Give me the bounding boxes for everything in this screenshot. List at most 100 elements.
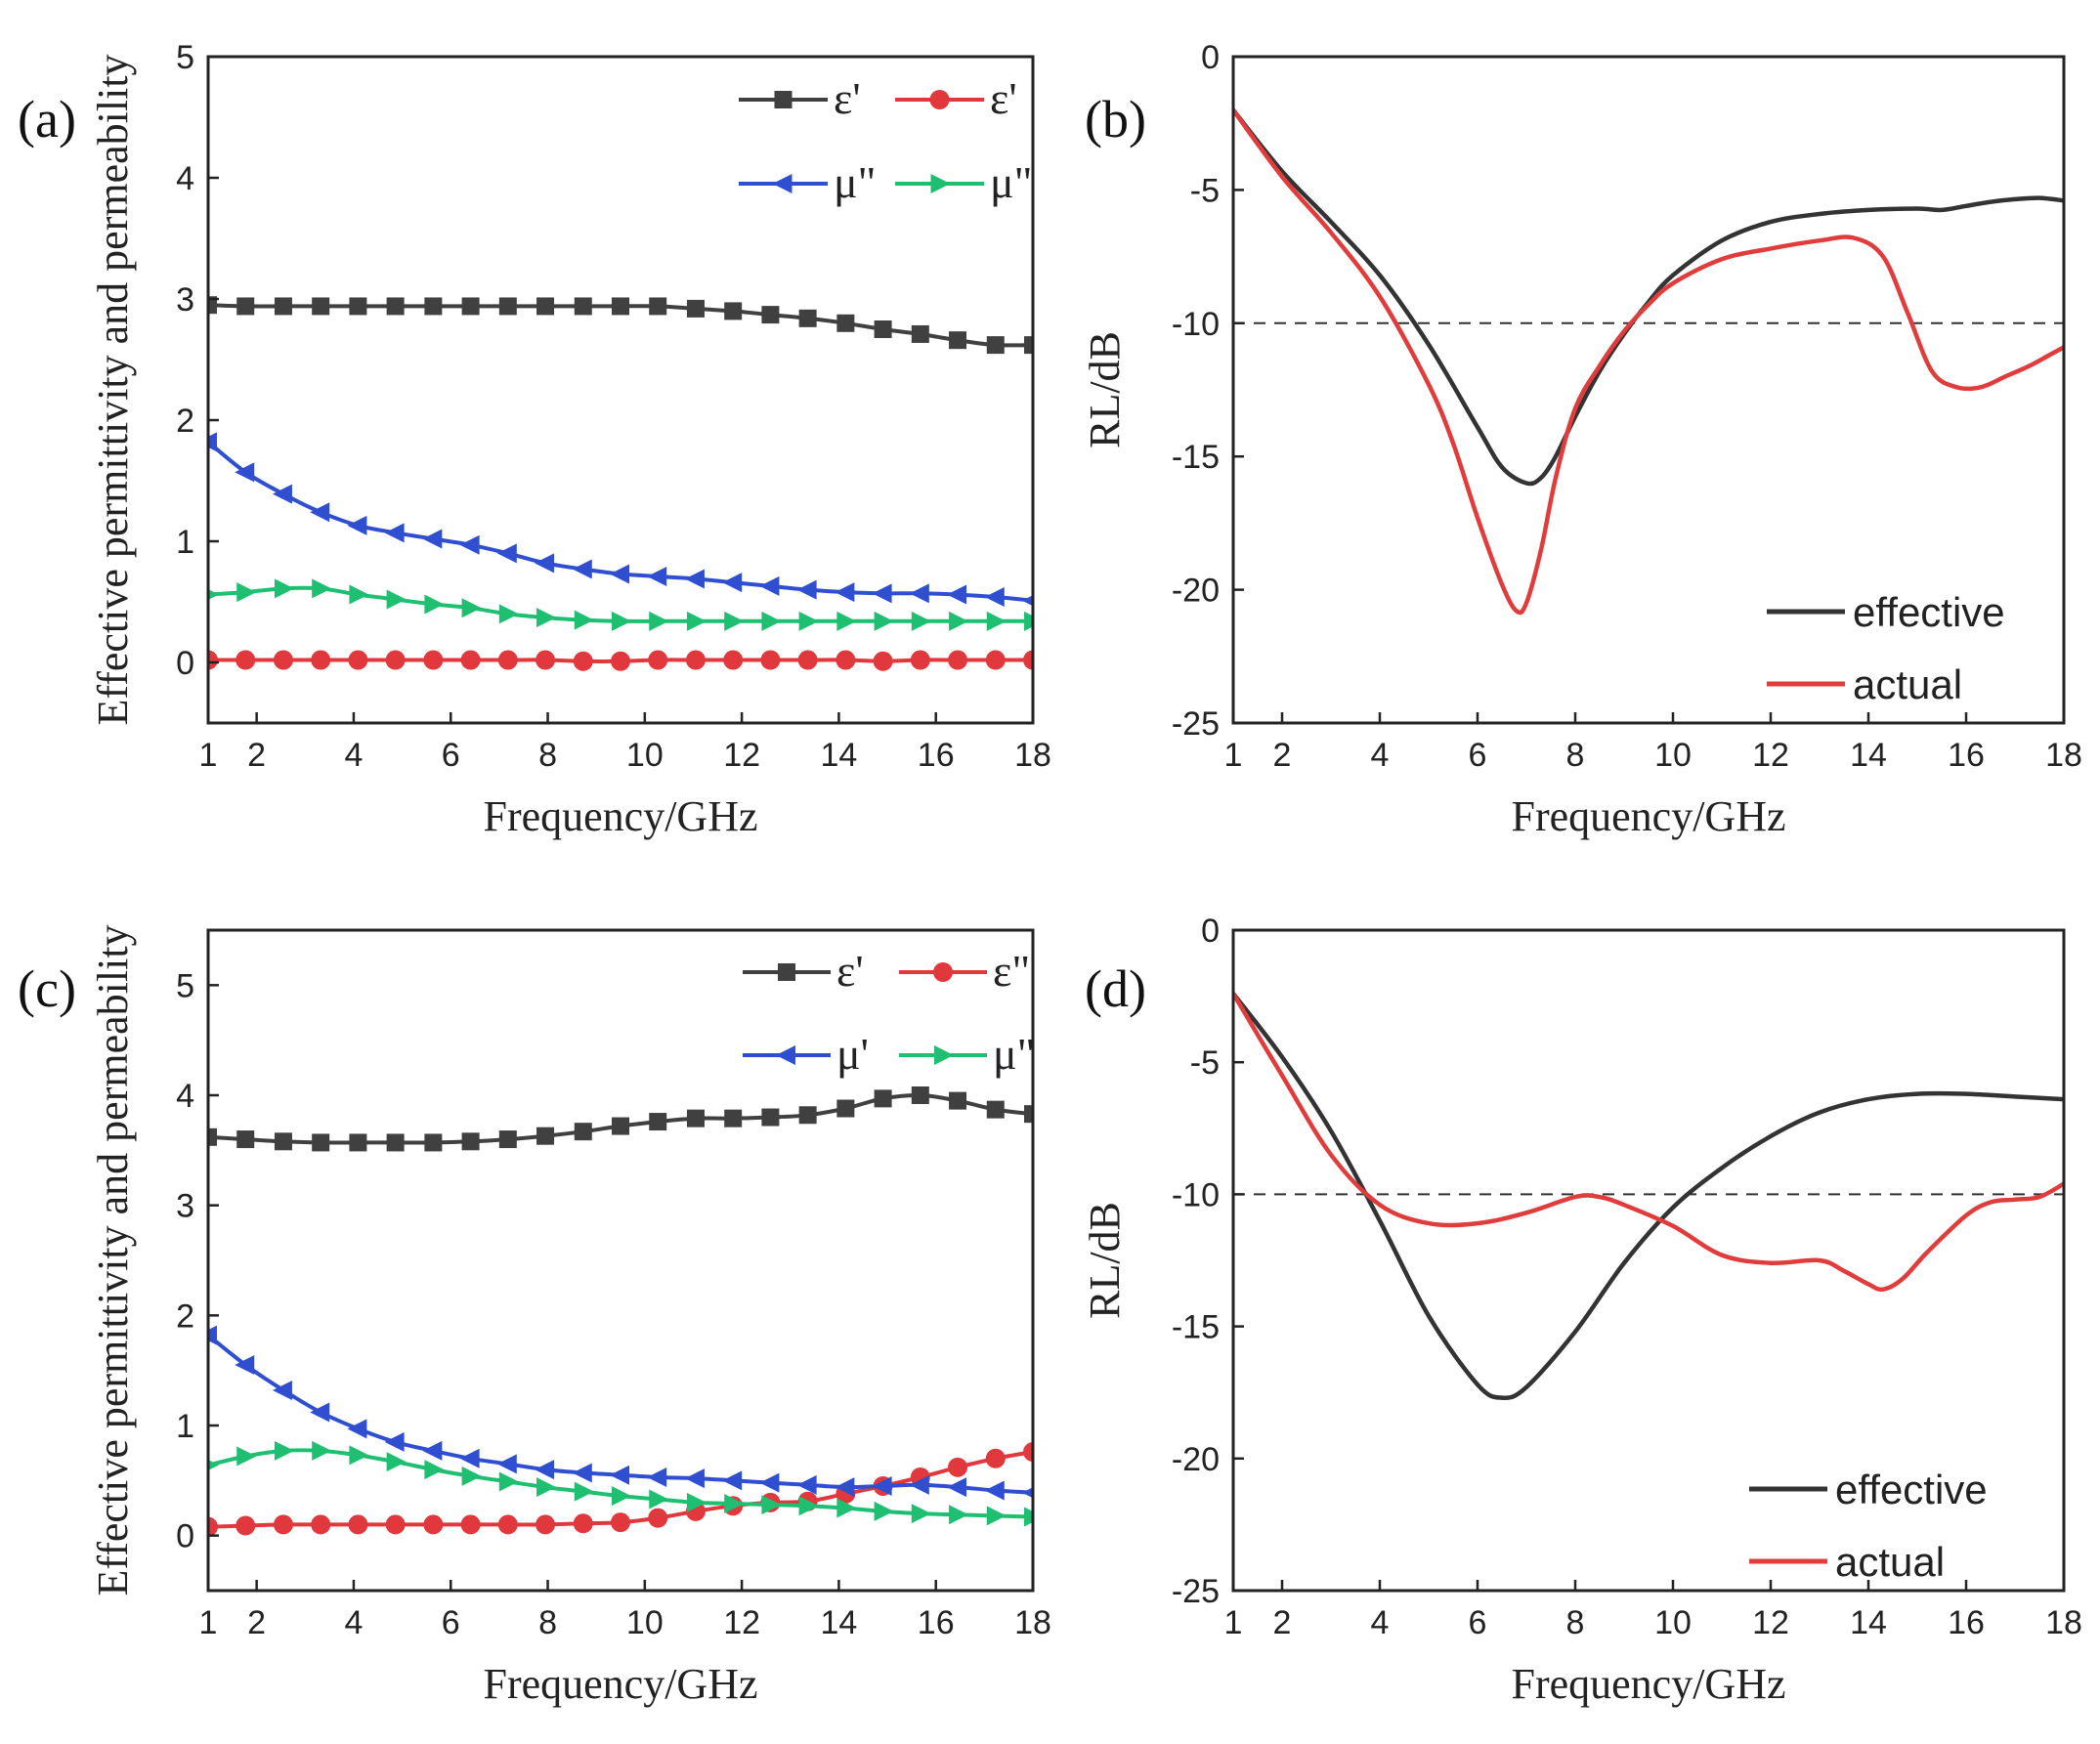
legend-label: μ' [836, 1029, 869, 1079]
data-point-a-3-3 [312, 578, 332, 599]
data-point-c-3-19 [911, 1504, 931, 1524]
chart-c: 1 2 4 6 8 10 12 14 16 18012345Frequency/GHzEffect… [18, 924, 1051, 1708]
data-point-c-1-22 [1023, 1442, 1033, 1463]
plot-frame [206, 928, 1035, 1593]
legend-label: ε' [990, 73, 1017, 123]
data-point-c-3-1 [236, 1446, 257, 1467]
data-point-a-0-17 [836, 314, 855, 332]
data-point-a-1-18 [873, 651, 893, 671]
x-tick-label: 4 [1371, 737, 1390, 774]
x-tick-label: 16 [1948, 737, 1985, 774]
series-line-d-1 [1233, 991, 2064, 1293]
data-point-c-0-21 [986, 1100, 1005, 1119]
y-tick-label: 0 [1201, 913, 1220, 950]
data-point-a-2-19 [909, 583, 929, 604]
panel-label: (c) [18, 959, 76, 1018]
y-tick-label: 0 [176, 645, 194, 682]
y-tick-label: 4 [176, 160, 194, 197]
data-point-c-0-9 [536, 1127, 555, 1145]
x-tick-label: 14 [1850, 1604, 1887, 1641]
data-point-a-1-1 [236, 650, 256, 670]
y-tick-label: -20 [1172, 1441, 1220, 1478]
data-point-a-1-10 [573, 651, 593, 671]
x-tick-label: 10 [1654, 737, 1692, 774]
legend-marker [934, 1045, 954, 1065]
data-point-a-0-10 [574, 297, 592, 316]
data-point-a-3-21 [986, 611, 1007, 631]
legend-label: μ" [990, 157, 1032, 207]
data-point-c-2-0 [208, 1325, 217, 1345]
legend-label: μ" [834, 157, 876, 207]
data-point-a-0-18 [874, 320, 892, 338]
data-point-c-1-11 [611, 1512, 630, 1533]
plot-frame [1231, 928, 2066, 1593]
y-tick-label: -20 [1172, 573, 1220, 610]
x-tick-label: 12 [1752, 1604, 1789, 1641]
y-tick-label: 4 [176, 1078, 194, 1115]
data-point-a-3-7 [461, 598, 482, 618]
data-point-c-2-17 [835, 1477, 855, 1498]
data-point-c-0-15 [761, 1108, 780, 1127]
x-tick-label: 6 [1469, 737, 1487, 774]
x-tick-label: 2 [1273, 1604, 1292, 1641]
data-point-a-0-15 [761, 306, 780, 324]
legend-marker [933, 962, 953, 982]
data-point-a-1-11 [611, 651, 630, 671]
y-tick-label: -25 [1172, 1573, 1220, 1610]
panel-label: (b) [1085, 90, 1146, 149]
data-point-a-1-20 [948, 650, 968, 670]
data-point-c-0-5 [386, 1133, 405, 1152]
data-point-c-2-6 [422, 1440, 443, 1461]
data-point-a-0-14 [724, 302, 743, 320]
x-tick-label: 14 [1850, 737, 1887, 774]
x-tick-label: 16 [918, 1604, 955, 1641]
data-point-c-3-0 [208, 1460, 219, 1471]
data-point-a-2-10 [572, 559, 592, 579]
data-point-a-3-13 [686, 611, 707, 631]
y-tick-label: -5 [1190, 172, 1220, 209]
data-point-c-0-14 [724, 1109, 743, 1127]
x-tick-label: 18 [1014, 1604, 1051, 1641]
x-tick-label: 1 [1224, 1604, 1243, 1641]
legend-label: effective [1853, 589, 2005, 635]
data-point-a-2-7 [459, 534, 480, 555]
y-axis-title: RL/dB [1081, 331, 1129, 448]
data-point-c-0-20 [949, 1091, 967, 1110]
data-point-a-0-3 [312, 297, 330, 316]
data-point-c-1-9 [536, 1514, 556, 1535]
data-point-c-3-5 [386, 1452, 407, 1472]
data-point-c-3-22 [1024, 1507, 1033, 1527]
panel-label: (a) [18, 90, 76, 149]
series-line-b-1 [1233, 107, 2064, 616]
y-tick-label: 1 [176, 1408, 194, 1445]
data-point-a-1-12 [648, 650, 668, 670]
x-tick-label: 1 [199, 1604, 218, 1641]
data-point-c-1-20 [948, 1457, 968, 1477]
y-tick-label: 2 [176, 403, 194, 440]
legend-label: μ" [993, 1029, 1035, 1079]
data-point-c-2-12 [647, 1467, 667, 1487]
y-axis-title: Effective permittivity and permeability [89, 54, 137, 725]
x-tick-label: 2 [1273, 737, 1292, 774]
data-point-a-2-2 [272, 484, 292, 504]
data-point-a-1-5 [385, 650, 406, 670]
series-line-b-0 [1233, 107, 2064, 487]
data-point-a-2-17 [835, 582, 855, 603]
data-point-c-0-16 [798, 1106, 817, 1125]
data-point-c-2-21 [984, 1480, 1005, 1501]
data-point-a-1-14 [723, 650, 744, 670]
x-tick-label: 6 [442, 1604, 460, 1641]
data-point-a-3-17 [836, 611, 857, 631]
data-point-c-0-19 [911, 1086, 929, 1104]
data-point-c-0-8 [498, 1130, 517, 1149]
data-point-a-0-16 [798, 309, 817, 327]
data-point-a-2-8 [496, 543, 517, 564]
x-axis-title: Frequency/GHz [1511, 792, 1785, 840]
x-tick-label: 8 [538, 1604, 557, 1641]
chart-b: 1 2 4 6 8 10 12 14 16 18 0 -5 -10 -15 -20 -25 Frequency/… [1081, 39, 2082, 840]
data-point-c-2-11 [610, 1465, 629, 1485]
data-point-c-0-22 [1024, 1105, 1033, 1124]
data-point-a-1-6 [423, 650, 444, 670]
data-point-c-3-20 [949, 1505, 969, 1525]
data-point-a-0-0 [208, 296, 217, 315]
